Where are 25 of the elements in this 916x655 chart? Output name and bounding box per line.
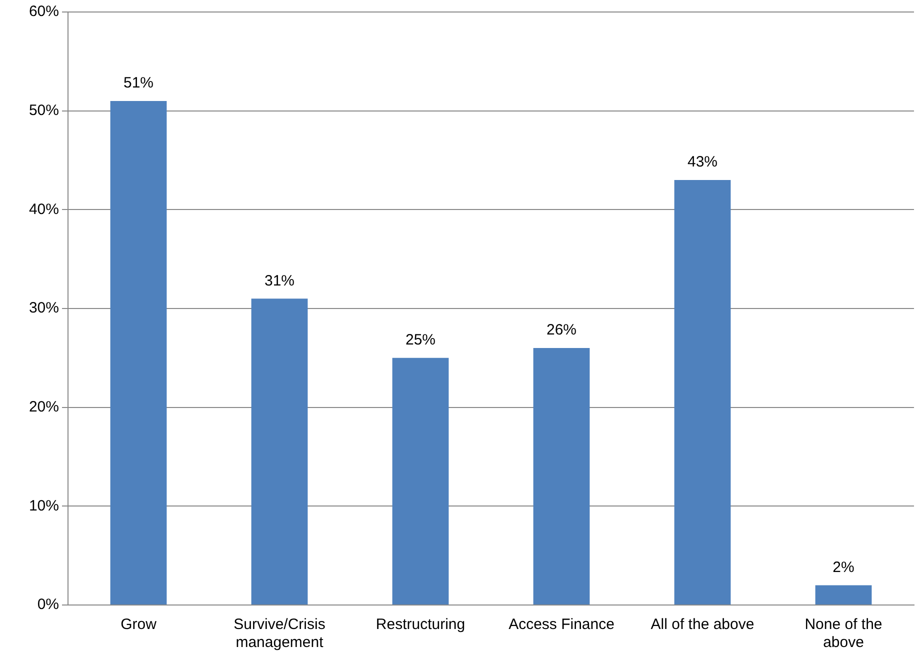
bar [533, 348, 590, 604]
y-tick-label: 40% [28, 200, 59, 218]
bar [251, 298, 308, 604]
x-tick-label: None of the above [804, 616, 882, 652]
x-tick-label: Survive/Crisis management [234, 616, 326, 652]
y-tick-label: 60% [28, 3, 59, 20]
y-tick-label: 20% [28, 398, 59, 416]
x-tick-label: Grow [120, 616, 157, 634]
y-tick-label: 10% [28, 497, 59, 514]
x-tick-label: Access Finance [508, 616, 614, 634]
data-label: 31% [264, 272, 295, 290]
data-label: 2% [832, 558, 854, 576]
data-label: 43% [687, 154, 718, 171]
bar [674, 180, 731, 604]
bar [815, 585, 872, 604]
data-label: 51% [123, 74, 154, 92]
y-tick-label: 50% [28, 102, 59, 119]
bar [392, 358, 449, 604]
x-tick-label: All of the above [650, 616, 754, 634]
y-tick-label: 30% [28, 300, 59, 317]
y-tick-label: 0% [37, 596, 59, 614]
bar [110, 100, 167, 604]
data-label: 26% [546, 322, 577, 339]
x-tick-label: Restructuring [376, 616, 466, 634]
data-label: 25% [405, 332, 436, 349]
